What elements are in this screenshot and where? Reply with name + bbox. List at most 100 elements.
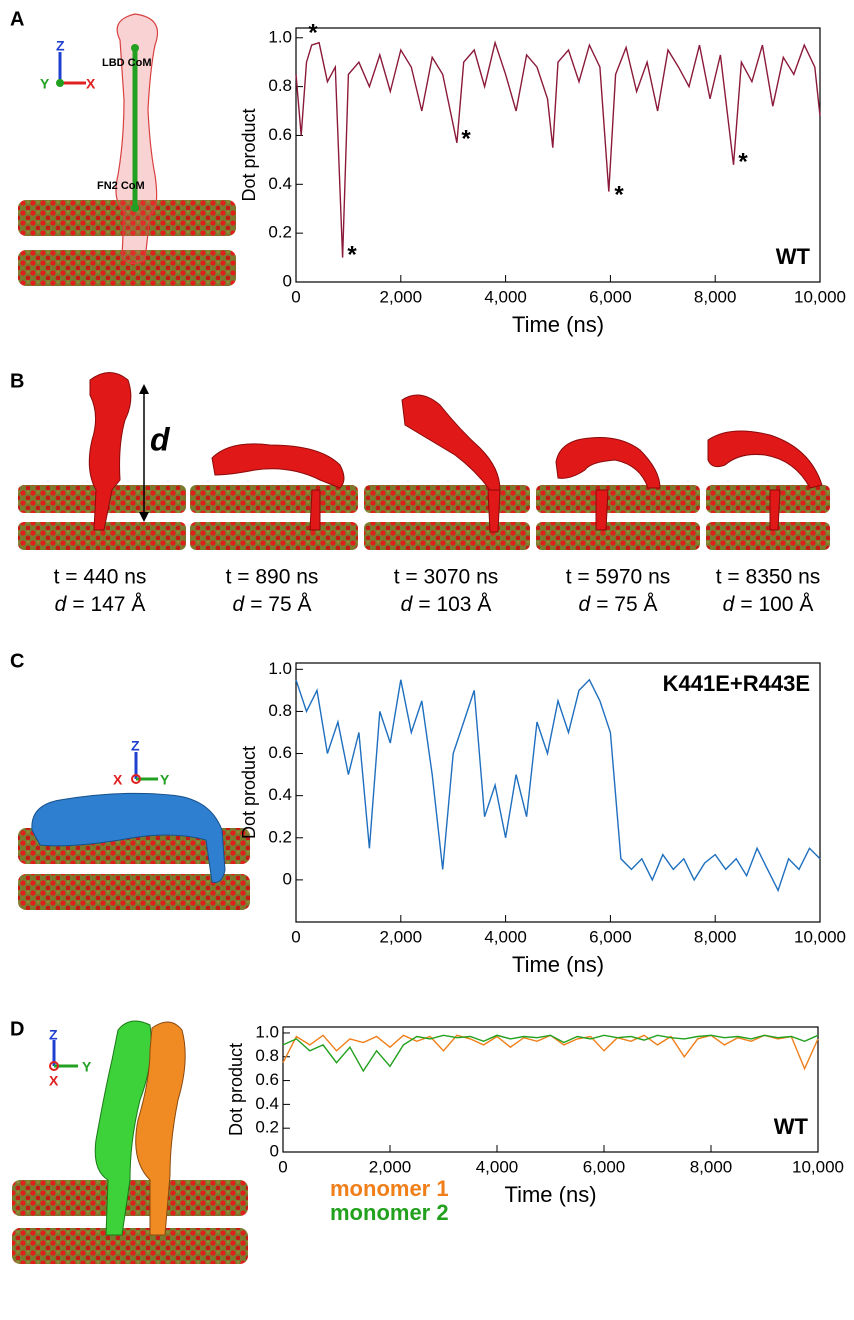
y-tick-label: 0.8	[255, 1046, 279, 1065]
x-tick-label: 0	[278, 1157, 287, 1176]
snapshot-distance: d = 75 Å	[579, 593, 658, 616]
snapshot-distance: d = 100 Å	[723, 593, 814, 616]
y-tick-label: 0	[283, 869, 292, 888]
y-tick-label: 0.6	[268, 125, 292, 144]
distance-symbol: d	[150, 421, 171, 457]
y-tick-label: 0.2	[268, 827, 292, 846]
snapshot-time: t = 8350 ns	[716, 566, 821, 589]
y-tick-label: 0.6	[255, 1070, 279, 1089]
series-line	[282, 1034, 819, 1071]
x-axis-label: Time (ns)	[512, 952, 604, 977]
x-tick-label: 6,000	[589, 927, 632, 946]
annotation: *	[614, 181, 624, 208]
snapshot-time: t = 440 ns	[54, 566, 147, 589]
distance-symbol: d	[579, 593, 592, 616]
axis-letter: Z	[131, 738, 140, 754]
x-tick-label: 4,000	[484, 287, 527, 306]
x-tick-label: 0	[291, 287, 300, 306]
annotation: *	[738, 148, 748, 175]
snapshot-distance: d = 103 Å	[401, 593, 492, 616]
axis-letter: Z	[56, 38, 65, 54]
axis-letter: X	[86, 76, 96, 92]
molecule-d	[12, 1020, 248, 1264]
x-tick-label: 2,000	[380, 287, 423, 306]
x-axis-label: Time (ns)	[504, 1182, 596, 1207]
x-tick-label: 8,000	[694, 927, 737, 946]
y-axis-label: Dot product	[226, 1043, 246, 1136]
x-tick-label: 8,000	[694, 287, 737, 306]
series-line	[282, 1034, 819, 1073]
series-line	[295, 678, 821, 893]
legend-entry: monomer 2	[330, 1200, 449, 1225]
distance-symbol: d	[55, 593, 68, 616]
series-line	[295, 40, 821, 258]
snapshot-time: t = 3070 ns	[394, 566, 499, 589]
plot-frame	[295, 27, 821, 283]
x-tick-label: 0	[291, 927, 300, 946]
distance-symbol: d	[723, 593, 736, 616]
x-tick-label: 6,000	[583, 1157, 626, 1176]
panel-label: D	[10, 1018, 24, 1040]
y-tick-label: 0	[283, 271, 292, 290]
distance-value: = 75 Å	[596, 593, 657, 616]
x-tick-label: 10,000	[792, 1157, 844, 1176]
y-tick-label: 1.0	[268, 659, 292, 678]
annotation: *	[347, 241, 357, 268]
x-tick-label: 10,000	[794, 287, 846, 306]
distance-value: = 100 Å	[740, 593, 813, 616]
x-tick-label: 2,000	[380, 927, 423, 946]
distance-value: = 147 Å	[72, 593, 145, 616]
molecule-a	[18, 13, 236, 286]
snapshot-distance: d = 147 Å	[55, 593, 146, 616]
panel-label: C	[10, 650, 24, 672]
y-tick-label: 0.4	[268, 174, 292, 193]
x-tick-label: 4,000	[476, 1157, 519, 1176]
distance-value: = 75 Å	[250, 593, 311, 616]
distance-symbol: d	[233, 593, 246, 616]
y-tick-label: 0.2	[268, 223, 292, 242]
plot-frame	[295, 662, 821, 923]
com-label: LBD CoM	[102, 57, 152, 69]
y-axis-label: Dot product	[239, 746, 259, 839]
axis-letter: X	[113, 772, 123, 788]
corner-label: WT	[774, 1114, 809, 1139]
molecule-b	[18, 372, 830, 550]
y-tick-label: 0.2	[255, 1118, 279, 1137]
axis-letter: X	[49, 1073, 59, 1089]
y-tick-label: 1.0	[255, 1022, 279, 1041]
snapshot-time: t = 890 ns	[226, 566, 319, 589]
plot-frame	[282, 1026, 819, 1153]
axis-letter: Z	[49, 1027, 58, 1043]
snapshot-time: t = 5970 ns	[566, 566, 671, 589]
x-tick-label: 8,000	[690, 1157, 733, 1176]
x-tick-label: 6,000	[589, 287, 632, 306]
x-axis-label: Time (ns)	[512, 312, 604, 337]
panel-label: B	[10, 370, 24, 392]
y-tick-label: 0.8	[268, 701, 292, 720]
x-tick-label: 2,000	[369, 1157, 412, 1176]
axis-letter: Y	[40, 76, 50, 92]
annotation: *	[461, 125, 471, 152]
y-tick-label: 0	[270, 1141, 279, 1160]
y-tick-label: 0.4	[268, 785, 292, 804]
axis-letter: Y	[82, 1059, 92, 1075]
distance-symbol: d	[401, 593, 414, 616]
snapshot-distance: d = 75 Å	[233, 593, 312, 616]
snapshot-captions: t = 440 nsd = 147 Åt = 890 nsd = 75 Åt = 3…	[54, 566, 821, 616]
legend-entry: monomer 1	[330, 1176, 449, 1201]
x-tick-label: 10,000	[794, 927, 846, 946]
panel-label: A	[10, 8, 24, 30]
y-tick-label: 1.0	[268, 27, 292, 46]
corner-label: K441E+R443E	[663, 671, 810, 696]
x-tick-label: 4,000	[484, 927, 527, 946]
y-tick-label: 0.4	[255, 1094, 279, 1113]
distance-value: = 103 Å	[418, 593, 491, 616]
axis-letter: Y	[160, 772, 170, 788]
y-tick-label: 0.8	[268, 76, 292, 95]
y-tick-label: 0.6	[268, 743, 292, 762]
y-axis-label: Dot product	[239, 108, 259, 201]
molecule-c	[18, 752, 250, 910]
corner-label: WT	[776, 244, 811, 269]
